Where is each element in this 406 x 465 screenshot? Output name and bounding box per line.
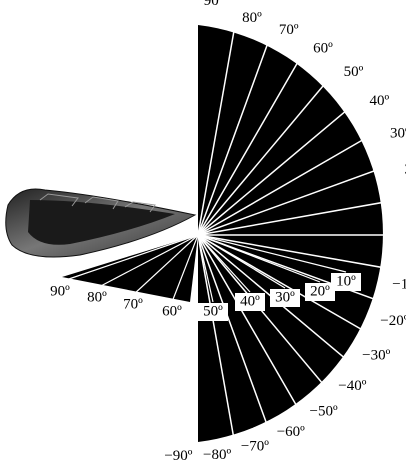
lower-angle-label: 10º — [336, 273, 356, 289]
lower-angle-label: 70º — [123, 296, 143, 312]
right-angle-label: −10º — [392, 276, 406, 292]
right-angle-label: −50º — [310, 404, 338, 420]
lower-angle-label: 20º — [310, 283, 330, 299]
lower-angle-label: 40º — [240, 293, 260, 309]
right-angle-label: −30º — [362, 347, 390, 363]
right-angle-label: −80º — [203, 447, 231, 463]
right-angle-label: 90º — [204, 0, 224, 9]
angle-diagram: 90º80º70º60º50º40º30º20º10º0º−10º−20º−30… — [0, 0, 406, 465]
right-angle-label: −60º — [277, 424, 305, 440]
right-angle-label: 80º — [242, 10, 262, 26]
right-angle-label: 40º — [369, 93, 389, 109]
lower-angle-label: 50º — [203, 303, 223, 319]
right-angle-label: −90º — [164, 448, 192, 464]
right-angle-label: 50º — [344, 64, 364, 80]
right-angle-label: −40º — [338, 378, 366, 394]
right-angle-label: −70º — [241, 439, 269, 455]
right-angle-label: 70º — [279, 22, 299, 38]
right-angle-label: −20º — [380, 313, 406, 329]
lower-angle-label: 80º — [87, 289, 107, 305]
lower-angle-label: 60º — [162, 303, 182, 319]
lower-angle-label: 90º — [50, 283, 70, 299]
right-angle-label: 30º — [390, 126, 406, 142]
right-angle-label: 60º — [313, 40, 333, 56]
lower-angle-label: 30º — [275, 289, 295, 305]
